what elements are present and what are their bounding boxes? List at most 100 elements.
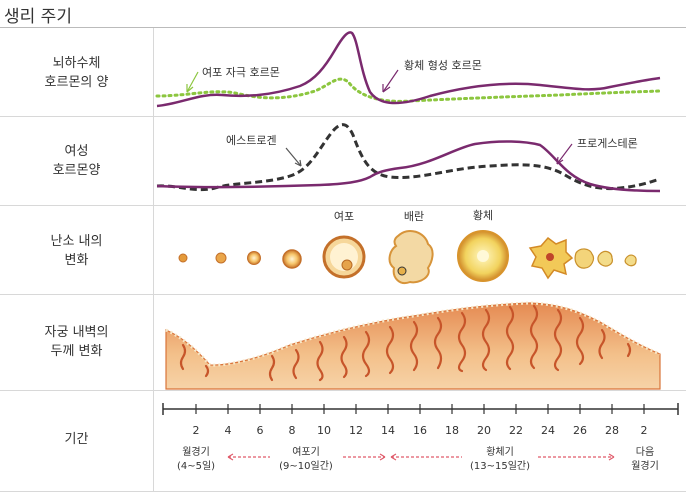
uterine-gland [505, 305, 515, 371]
row-label-ovarian-hormones: 여성 호르몬양 [0, 142, 153, 180]
phase-next-menstrual-duration: 월경기 [631, 459, 659, 472]
follicle-label: 여포 [334, 210, 354, 223]
uterine-gland [626, 342, 632, 358]
uterine-gland [457, 311, 467, 373]
row-divider [0, 205, 686, 206]
row-divider [0, 491, 686, 492]
endometrium-surface [165, 301, 661, 367]
day-label: 14 [381, 424, 395, 437]
row-label-line: 여성 [64, 144, 89, 159]
endometrium-base [165, 302, 661, 390]
luteal-arrow-right-head [608, 453, 615, 461]
day-label: 10 [317, 424, 331, 437]
row-label-line: 난소 내의 [50, 234, 103, 249]
follicular-arrow-left-head [227, 453, 234, 461]
title-divider [0, 27, 686, 28]
progesterone-curve [156, 140, 661, 193]
day-label: 12 [349, 424, 363, 437]
timeline-ticks [195, 404, 645, 414]
estrogen-label: 에스트로겐 [226, 134, 277, 147]
row-label-endometrium: 자궁 내벽의 두께 변화 [0, 323, 153, 361]
uterine-gland [316, 340, 324, 382]
phase-menstrual-name: 월경기 [182, 445, 210, 458]
uterine-gland [409, 320, 419, 372]
fsh-curve [155, 77, 662, 103]
uterine-gland [361, 330, 371, 378]
row-label-pituitary: 뇌하수체 호르몬의 양 [0, 54, 153, 92]
row-divider [0, 294, 686, 295]
follicle-stage-3 [247, 251, 261, 265]
uterine-gland [481, 308, 491, 372]
row-label-ovary: 난소 내의 변화 [0, 232, 153, 270]
uterine-gland [553, 308, 563, 372]
uterine-glands [179, 304, 632, 382]
day-label: 4 [225, 424, 232, 437]
corpus-luteum-center [477, 250, 489, 262]
ruptured-follicle [388, 229, 434, 284]
lh-label: 황체 형성 호르몬 [404, 59, 482, 72]
day-label: 6 [257, 424, 264, 437]
day-label: 24 [541, 424, 555, 437]
day-label: 2 [641, 424, 648, 437]
row-divider [0, 116, 686, 117]
follicle-stage-2 [215, 252, 227, 264]
regressing-corpus-luteum-center [546, 253, 554, 261]
phase-labels: 월경기 (4~5일) 여포기 (9~10일간) 황체기 (13~15일간) 다음… [177, 445, 659, 472]
day-label: 16 [413, 424, 427, 437]
follicle-stage-4 [282, 249, 302, 269]
day-label: 28 [605, 424, 619, 437]
uterine-gland [385, 325, 395, 375]
day-labels: 2 4 6 8 10 12 14 16 18 20 22 24 26 28 2 [193, 424, 648, 437]
corpus-albicans-2 [597, 250, 613, 267]
uterine-gland [204, 364, 210, 378]
row-label-line: 두께 변화 [50, 344, 103, 359]
row-label-line: 호르몬의 양 [44, 75, 109, 90]
row-divider [0, 390, 686, 391]
phase-luteal-duration: (13~15일간) [470, 460, 530, 472]
phase-follicular-name: 여포기 [292, 446, 320, 458]
day-label: 22 [509, 424, 523, 437]
phase-follicular-duration: (9~10일간) [279, 460, 333, 472]
lh-curve [156, 31, 661, 108]
phase-arrows [227, 453, 615, 461]
day-label: 20 [477, 424, 491, 437]
fsh-label: 여포 자극 호르몬 [202, 66, 280, 79]
day-label: 8 [289, 424, 296, 437]
luteal-arrow-left-head [390, 453, 397, 461]
day-label: 2 [193, 424, 200, 437]
uterine-gland [575, 316, 585, 366]
label-column-divider [153, 28, 154, 491]
estrogen-pointer [285, 147, 302, 167]
uterine-gland [268, 354, 276, 382]
uterine-gland [179, 343, 187, 371]
day-label: 18 [445, 424, 459, 437]
lh-pointer-head [382, 84, 391, 93]
row-label-line: 자궁 내벽의 [44, 325, 109, 340]
corpus-luteum-label: 황체 [473, 209, 493, 222]
estrogen-curve [156, 123, 661, 192]
oocyte [341, 259, 353, 271]
progesterone-pointer [556, 143, 573, 165]
uterine-gland [292, 348, 300, 380]
ovulation-label: 배란 [404, 210, 424, 223]
phase-menstrual-duration: (4~5일) [177, 460, 215, 472]
fsh-pointer-head [186, 84, 194, 93]
released-ovum [397, 266, 407, 276]
lh-pointer [382, 69, 399, 93]
progesterone-pointer-head [556, 156, 564, 165]
progesterone-label: 프로게스테론 [577, 137, 638, 150]
uterine-gland [529, 304, 539, 370]
uterine-gland [433, 316, 443, 370]
row-label-period: 기간 [0, 430, 153, 449]
row-label-line: 뇌하수체 [52, 56, 101, 71]
day-label: 26 [573, 424, 587, 437]
fsh-pointer [186, 71, 199, 93]
row-label-line: 기간 [64, 432, 89, 447]
page-title: 생리 주기 [4, 7, 72, 27]
row-label-line: 호르몬양 [52, 163, 101, 178]
row-label-line: 변화 [64, 253, 89, 268]
follicle-stage-1 [178, 253, 188, 263]
corpus-albicans-1 [574, 248, 595, 269]
uterine-gland [598, 328, 606, 360]
